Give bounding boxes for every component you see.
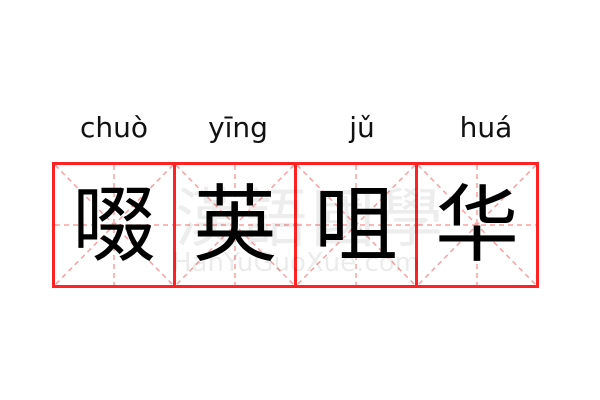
character-2: 英 bbox=[192, 176, 277, 274]
pinyin-4: huá bbox=[459, 111, 513, 144]
pinyin-1: chuò bbox=[79, 111, 149, 144]
pinyin-3: jǔ bbox=[349, 111, 375, 144]
guide-lines bbox=[176, 165, 294, 285]
guide-lines bbox=[418, 165, 536, 285]
character-grid: 啜 英 咀 华 bbox=[52, 162, 548, 288]
guide-lines bbox=[55, 165, 173, 285]
character-4: 华 bbox=[434, 176, 519, 274]
guide-lines bbox=[297, 165, 415, 285]
pinyin-row: chuò yīng jǔ huá bbox=[52, 108, 548, 148]
character-cell: 华 bbox=[415, 162, 539, 288]
character-1: 啜 bbox=[71, 176, 156, 274]
pinyin-2: yīng bbox=[208, 111, 268, 144]
character-cell: 啜 bbox=[52, 162, 176, 288]
character-cell: 英 bbox=[173, 162, 297, 288]
character-3: 咀 bbox=[313, 176, 398, 274]
character-cell: 咀 bbox=[294, 162, 418, 288]
